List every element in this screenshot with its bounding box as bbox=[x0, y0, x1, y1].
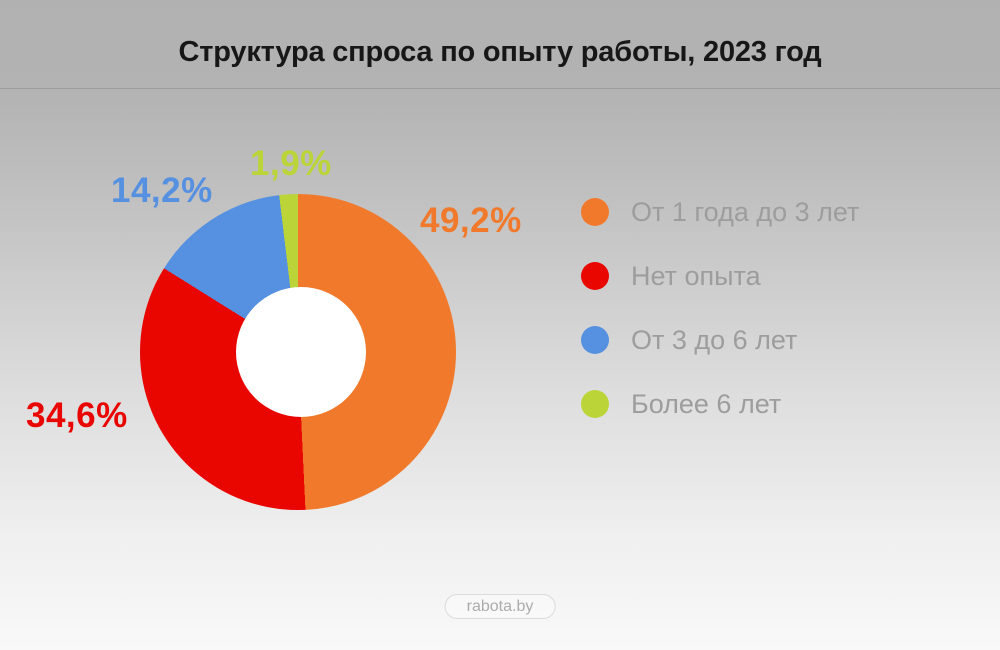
legend-label: Нет опыта bbox=[631, 260, 761, 291]
slice-value-label-over-6-years: 1,9% bbox=[250, 144, 332, 183]
donut-hole bbox=[236, 287, 366, 417]
brand-badge: rabota.by bbox=[444, 594, 556, 619]
donut-chart bbox=[140, 194, 456, 510]
legend-swatch-orange-icon bbox=[581, 198, 609, 226]
legend: От 1 года до 3 лет Нет опыта От 3 до 6 л… bbox=[581, 196, 860, 454]
legend-item-3-6-years: От 3 до 6 лет bbox=[581, 324, 859, 355]
slice-value-label-1-3-years: 49,2% bbox=[420, 201, 522, 240]
legend-label: От 1 года до 3 лет bbox=[631, 196, 860, 227]
legend-label: Более 6 лет bbox=[631, 388, 782, 419]
slice-value-label-no-experience: 34,6% bbox=[26, 396, 128, 435]
legend-item-1-3-years: От 1 года до 3 лет bbox=[581, 196, 860, 227]
legend-item-no-experience: Нет опыта bbox=[581, 260, 859, 291]
slice-value-label-3-6-years: 14,2% bbox=[111, 171, 213, 210]
legend-swatch-green-icon bbox=[581, 390, 609, 418]
legend-swatch-blue-icon bbox=[581, 326, 609, 354]
legend-label: От 3 до 6 лет bbox=[631, 324, 798, 355]
legend-item-over-6-years: Более 6 лет bbox=[581, 388, 859, 419]
chart-title: Структура спроса по опыту работы, 2023 г… bbox=[178, 35, 822, 68]
legend-swatch-red-icon bbox=[581, 262, 609, 290]
header: Структура спроса по опыту работы, 2023 г… bbox=[0, 0, 1000, 89]
